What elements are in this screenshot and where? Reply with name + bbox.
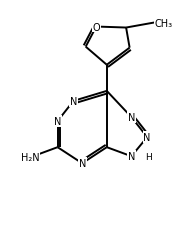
Text: H₂N: H₂N — [21, 153, 40, 163]
Text: N: N — [143, 133, 151, 142]
Text: N: N — [54, 117, 61, 126]
Text: N: N — [70, 96, 77, 106]
Text: N: N — [128, 152, 135, 161]
Text: H: H — [146, 152, 152, 161]
Text: CH₃: CH₃ — [154, 18, 172, 28]
Text: N: N — [128, 112, 135, 123]
Text: O: O — [93, 22, 100, 32]
Text: N: N — [79, 158, 86, 169]
